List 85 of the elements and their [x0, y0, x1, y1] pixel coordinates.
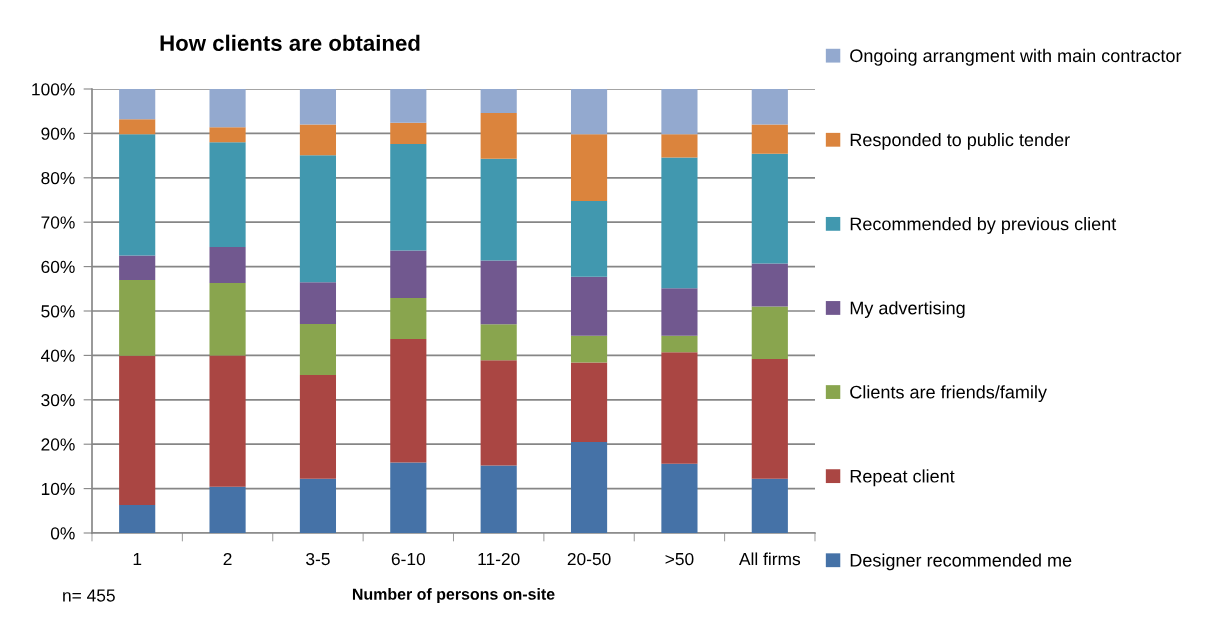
bar — [119, 119, 156, 135]
bar — [480, 465, 517, 533]
bar — [751, 153, 788, 264]
bar — [480, 324, 517, 361]
bar — [480, 158, 517, 261]
legend-label: My advertising — [850, 301, 965, 318]
x-tick-label: 2 — [223, 552, 232, 566]
bar — [751, 263, 788, 307]
x-tick-label: All firms — [738, 552, 801, 566]
bar — [119, 255, 156, 280]
legend-label: Designer recommended me — [850, 553, 1072, 571]
bar — [209, 127, 246, 143]
bar — [570, 200, 608, 277]
bar — [119, 279, 156, 356]
bar — [390, 338, 427, 463]
bar — [209, 283, 246, 356]
bar — [480, 89, 517, 113]
bar — [661, 89, 698, 135]
bar — [570, 335, 608, 363]
y-tick-label: 100% — [32, 83, 75, 96]
bar — [119, 134, 156, 256]
bar — [751, 124, 788, 154]
bar — [661, 335, 698, 353]
bar — [390, 298, 427, 339]
bar — [299, 282, 337, 324]
legend-label: Ongoing arrangment with main contractor — [850, 48, 1182, 66]
legend-label: Repeat client — [850, 469, 955, 487]
bar — [119, 355, 156, 506]
x-tick-label: 20-50 — [567, 552, 611, 566]
y-tick-label: 60% — [41, 260, 75, 274]
bar — [751, 478, 788, 533]
bar — [751, 358, 788, 479]
bar — [570, 134, 608, 201]
y-tick-label: 70% — [41, 216, 75, 229]
bar — [751, 306, 788, 359]
bar — [209, 355, 246, 487]
bar — [661, 463, 698, 533]
chart-title: How clients are obtained — [160, 34, 420, 51]
bar — [661, 288, 698, 336]
bar — [570, 362, 608, 442]
x-tick-label: 11-20 — [478, 552, 520, 566]
bar — [119, 89, 156, 120]
bar — [119, 505, 156, 533]
bar — [570, 89, 608, 135]
y-tick-label: 30% — [41, 393, 75, 407]
bar — [299, 155, 337, 283]
bar — [390, 462, 427, 533]
legend-label: Recommended by previous client — [850, 217, 1117, 234]
y-tick-label: 50% — [41, 305, 75, 318]
bar — [209, 486, 246, 533]
legend-label: Clients are friends/family — [850, 385, 1047, 403]
bar — [570, 441, 608, 533]
bar — [390, 250, 427, 299]
text: n= 455 — [63, 589, 115, 602]
bar — [209, 89, 246, 128]
x-axis-title: Number of persons on-site — [352, 588, 555, 603]
y-tick-label: 40% — [40, 349, 75, 362]
bar — [209, 142, 246, 248]
x-tick-label: 1 — [133, 553, 142, 566]
bar — [751, 89, 788, 125]
bar — [390, 122, 427, 145]
legend-label: Responded to public tender — [850, 132, 1070, 150]
bar — [661, 134, 698, 158]
bar — [661, 352, 698, 464]
bar — [299, 323, 337, 375]
bar — [480, 112, 517, 159]
bar — [209, 247, 246, 284]
y-tick-label: 0% — [50, 527, 75, 540]
bar — [299, 124, 337, 156]
bar — [299, 89, 337, 125]
bar — [299, 478, 337, 533]
bar — [390, 89, 427, 123]
y-tick-label: 80% — [41, 171, 75, 185]
y-tick-label: 10% — [41, 482, 75, 496]
y-tick-label: 20% — [41, 438, 75, 451]
bar — [390, 144, 427, 251]
x-tick-label: 6-10 — [391, 552, 426, 566]
bar — [480, 360, 517, 466]
x-tick-label: 3-5 — [306, 552, 330, 566]
bar — [480, 260, 517, 325]
x-tick-label: >50 — [665, 552, 694, 566]
bar — [299, 374, 337, 479]
bar — [661, 157, 698, 289]
bar — [570, 276, 608, 336]
y-tick-label: 90% — [41, 127, 75, 140]
